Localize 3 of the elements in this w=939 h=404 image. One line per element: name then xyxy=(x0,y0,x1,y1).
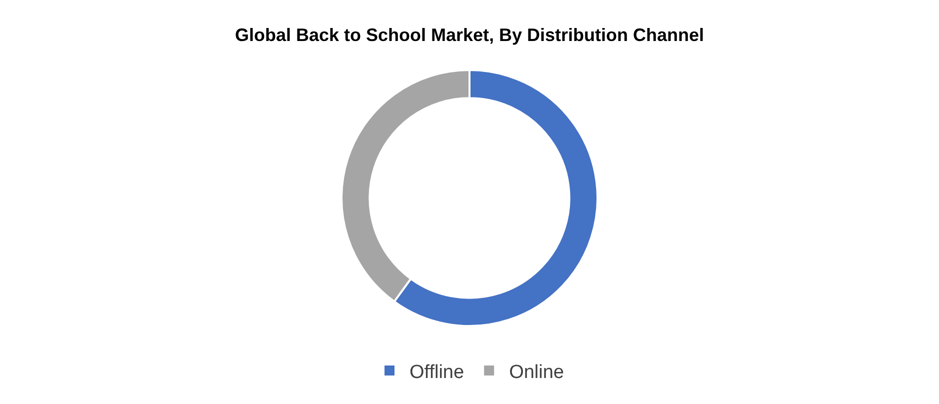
chart-title: Global Back to School Market, By Distribution Channel xyxy=(234,24,704,45)
legend-label: Offline xyxy=(410,362,464,383)
legend-label: Online xyxy=(509,362,564,383)
